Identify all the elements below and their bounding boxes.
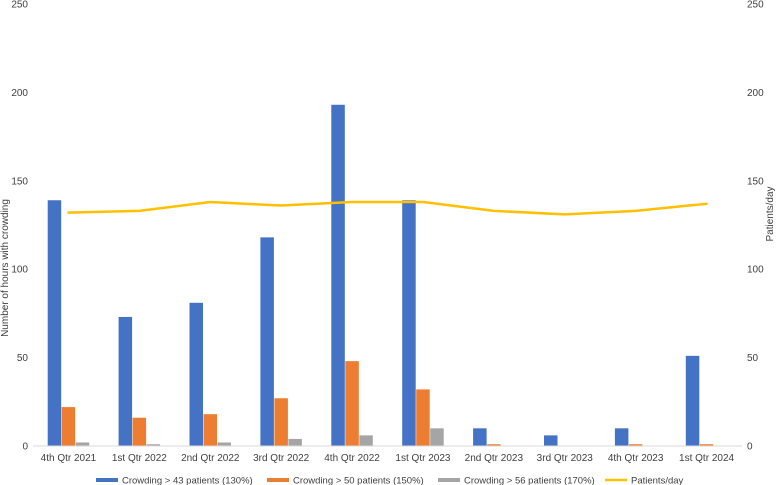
y-tick-label: 0 xyxy=(22,442,28,453)
left-axis: 0 50 100 150 200 250 xyxy=(11,0,28,453)
x-tick-label: 4th Qtr 2023 xyxy=(608,453,664,464)
legend-label: Crowding > 50 patients (150%) xyxy=(293,476,424,485)
line-series xyxy=(67,200,708,216)
y2-tick-label: 50 xyxy=(747,353,759,364)
bar xyxy=(47,200,62,446)
x-tick-label: 3rd Qtr 2023 xyxy=(537,453,594,464)
bar xyxy=(274,398,288,446)
legend-label: Patients/day xyxy=(631,476,684,485)
x-tick-label: 3rd Qtr 2022 xyxy=(253,453,310,464)
bar xyxy=(217,442,231,446)
legend: Crowding > 43 patients (130%) Crowding > … xyxy=(96,476,684,485)
x-tick-label: 2nd Qtr 2023 xyxy=(465,453,524,464)
y2-axis-title: Patients/day xyxy=(765,186,776,241)
bar xyxy=(189,302,203,446)
y-tick-label: 150 xyxy=(11,176,28,187)
y2-tick-label: 100 xyxy=(747,265,764,276)
bar-series-group xyxy=(47,104,714,446)
x-tick-label: 1st Qtr 2023 xyxy=(395,453,450,464)
bar xyxy=(331,104,345,446)
bar xyxy=(487,444,501,446)
y2-tick-label: 250 xyxy=(747,0,764,11)
bar xyxy=(473,428,487,446)
legend-label: Crowding > 43 patients (130%) xyxy=(122,476,253,485)
bar xyxy=(288,438,302,446)
y-tick-label: 100 xyxy=(11,265,28,276)
bar xyxy=(628,444,643,446)
bar xyxy=(345,361,359,446)
x-tick-label: 1st Qtr 2024 xyxy=(679,453,734,464)
bar xyxy=(75,442,90,446)
y-tick-label: 200 xyxy=(11,88,28,99)
y2-tick-label: 200 xyxy=(747,88,764,99)
bar xyxy=(132,417,147,446)
bar xyxy=(61,407,76,446)
x-tick-label: 2nd Qtr 2022 xyxy=(181,453,240,464)
x-tick-label: 1st Qtr 2022 xyxy=(112,453,167,464)
y-axis-title: Number of hours with crowding xyxy=(0,199,11,337)
bar xyxy=(544,435,558,446)
bar xyxy=(359,435,373,446)
right-axis: 0 50 100 150 200 250 xyxy=(747,0,764,453)
bar xyxy=(614,428,629,446)
bar xyxy=(146,444,161,446)
bar xyxy=(430,428,444,446)
y2-tick-label: 0 xyxy=(747,442,753,453)
y2-tick-label: 150 xyxy=(747,176,764,187)
legend-label: Crowding > 56 patients (170%) xyxy=(464,476,595,485)
x-tick-label: 4th Qtr 2021 xyxy=(41,453,97,464)
x-axis: 4th Qtr 2021 1st Qtr 2022 2nd Qtr 2022 3rd … xyxy=(41,453,735,464)
bar xyxy=(416,389,430,446)
y-tick-label: 50 xyxy=(17,353,29,364)
line-series-group xyxy=(67,200,708,216)
bar xyxy=(203,414,217,446)
bar xyxy=(699,444,714,446)
bar xyxy=(260,237,274,446)
x-tick-label: 4th Qtr 2022 xyxy=(324,453,380,464)
bar xyxy=(402,200,416,446)
y-tick-label: 250 xyxy=(11,0,28,11)
bar xyxy=(118,316,133,446)
bar xyxy=(685,355,700,446)
